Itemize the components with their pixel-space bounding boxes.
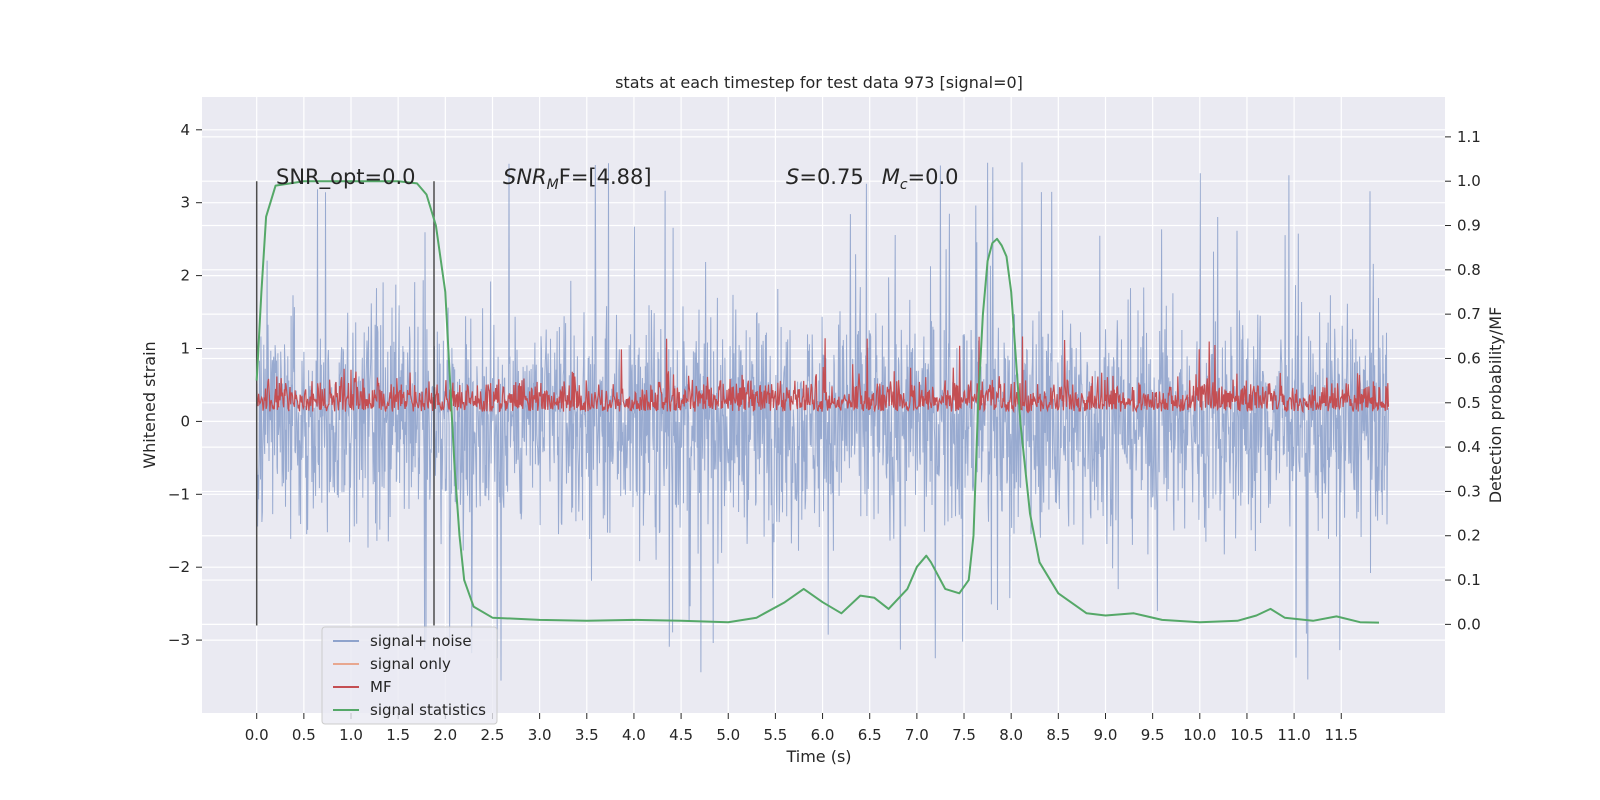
s-label: S	[786, 165, 799, 189]
y-tick-label: −1	[168, 485, 190, 503]
y-tick-label: 4	[180, 121, 190, 139]
x-tick-label: 1.5	[386, 726, 410, 744]
annotation-snr-opt: SNR_opt=0.0	[276, 165, 416, 190]
y2-tick-label: 0.7	[1457, 305, 1481, 323]
x-axis: 0.0 0.5 1.0 1.5 2.0 2.5 3.0 3.5 4.0 4.5 5.0 5.5 6.0 6…	[245, 713, 1358, 744]
legend-box	[321, 626, 498, 725]
y-tick-label: 0	[180, 412, 190, 430]
snr-mf-rest: F=[4.88]	[559, 165, 652, 189]
y2-tick-label: 0.3	[1457, 482, 1481, 500]
y2-tick-label: 0.8	[1457, 261, 1481, 279]
x-tick-label: 6.5	[858, 726, 882, 744]
x-tick-label: 2.0	[433, 726, 457, 744]
y2-axis-title: Detection probability/MF	[1486, 307, 1505, 504]
y2-tick-label: 0.0	[1457, 615, 1481, 633]
s-value: =0.75	[799, 165, 863, 189]
chart-title: stats at each timestep for test data 973…	[615, 73, 1023, 92]
x-tick-label: 6.0	[811, 726, 835, 744]
snr-mf-sub: M	[547, 177, 559, 193]
mc-sub: c	[900, 177, 908, 193]
legend-label-signal-statistics: signal statistics	[370, 701, 486, 719]
series-mf-line	[256, 336, 1389, 414]
x-tick-label: 9.0	[1094, 726, 1118, 744]
y2-tick-label: 1.1	[1457, 128, 1481, 146]
x-tick-label: 0.5	[292, 726, 316, 744]
annotation-s-mc: S=0.75 Mc=0.0	[786, 165, 959, 193]
x-tick-label: 5.0	[716, 726, 740, 744]
y-axis-title: Whitened strain	[140, 341, 159, 468]
x-tick-label: 11.5	[1325, 726, 1358, 744]
mc-value: =0.0	[908, 165, 959, 189]
y-axis-right: 0.0 0.1 0.2 0.3 0.4 0.5 0.6 0.7 0.8 0.9 1.0 1.1	[1445, 128, 1481, 633]
strain-series	[256, 162, 1389, 681]
y-tick-label: 1	[180, 340, 190, 358]
series-signal-noise-line	[256, 162, 1389, 681]
y2-tick-label: 0.2	[1457, 527, 1481, 545]
y-axis-left: −3 −2 −1 0 1 2 3 4	[168, 121, 202, 649]
y2-tick-label: 1.0	[1457, 172, 1481, 190]
x-tick-label: 7.5	[952, 726, 976, 744]
x-tick-label: 2.5	[481, 726, 505, 744]
legend-label-signal-noise: signal+ noise	[370, 632, 472, 650]
y2-tick-label: 0.1	[1457, 571, 1481, 589]
y2-tick-label: 0.4	[1457, 438, 1481, 456]
x-tick-label: 3.0	[528, 726, 552, 744]
x-tick-label: 9.5	[1141, 726, 1165, 744]
x-tick-label: 4.5	[669, 726, 693, 744]
mc-label: M	[882, 165, 900, 189]
y-tick-label: 3	[180, 194, 190, 212]
legend-label-mf: MF	[370, 678, 392, 696]
y2-tick-label: 0.9	[1457, 217, 1481, 235]
y2-tick-label: 0.5	[1457, 394, 1481, 412]
x-tick-label: 10.5	[1230, 726, 1263, 744]
series-signal-statistics-line	[255, 180, 1380, 624]
x-tick-label: 8.5	[1046, 726, 1070, 744]
mf-series	[256, 336, 1389, 414]
y2-tick-label: 0.6	[1457, 349, 1481, 367]
legend-label-signal-only: signal only	[370, 655, 451, 673]
stats-series	[255, 180, 1380, 624]
x-tick-label: 3.5	[575, 726, 599, 744]
x-tick-label: 11.0	[1277, 726, 1310, 744]
x-tick-label: 0.0	[245, 726, 269, 744]
x-axis-title: Time (s)	[785, 747, 851, 766]
x-tick-label: 5.5	[763, 726, 787, 744]
annotation-snr-mf: SNRMF=[4.88]	[503, 165, 652, 193]
x-tick-label: 1.0	[339, 726, 363, 744]
legend: signal+ noise signal only MF signal stat…	[321, 626, 498, 725]
y-tick-label: −2	[168, 558, 190, 576]
x-tick-label: 8.0	[999, 726, 1023, 744]
y-tick-label: 2	[180, 267, 190, 285]
x-tick-label: 4.0	[622, 726, 646, 744]
vertical-markers	[255, 181, 435, 626]
snr-mf-base: SNR	[503, 165, 547, 189]
x-tick-label: 7.0	[905, 726, 929, 744]
x-tick-label: 10.0	[1183, 726, 1216, 744]
y-tick-label: −3	[168, 631, 190, 649]
